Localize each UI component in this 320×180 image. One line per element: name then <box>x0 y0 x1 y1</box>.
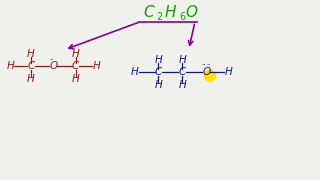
Text: H: H <box>27 49 35 59</box>
Text: C: C <box>179 67 186 77</box>
Text: H: H <box>225 67 232 77</box>
Text: H: H <box>179 80 186 90</box>
Text: H: H <box>131 67 138 77</box>
Text: H: H <box>164 5 176 20</box>
Text: C: C <box>144 5 154 20</box>
Text: H: H <box>72 74 79 84</box>
Text: H: H <box>72 49 79 59</box>
Text: O: O <box>186 5 198 20</box>
Text: H: H <box>27 74 35 84</box>
Text: ··: ·· <box>202 62 206 68</box>
Text: H: H <box>6 61 14 71</box>
Text: H: H <box>92 61 100 71</box>
Text: C: C <box>155 67 162 77</box>
Text: 2: 2 <box>156 12 163 22</box>
Circle shape <box>204 70 216 81</box>
Text: C: C <box>72 61 79 71</box>
Text: ··: ·· <box>49 57 53 63</box>
Text: 6: 6 <box>179 12 185 22</box>
Text: H: H <box>155 55 162 65</box>
Text: ··: ·· <box>206 62 211 68</box>
Text: H: H <box>155 80 162 90</box>
Text: O: O <box>49 61 57 71</box>
Text: O: O <box>202 67 210 77</box>
Text: H: H <box>179 55 186 65</box>
Text: C: C <box>27 61 35 71</box>
